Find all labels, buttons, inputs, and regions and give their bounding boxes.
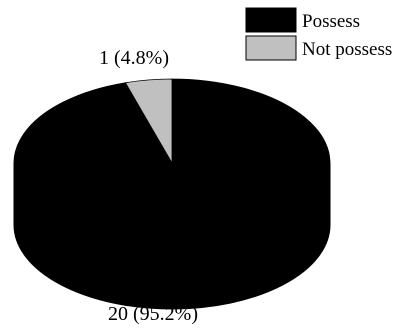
data-labels-group: 20 (95.2%) 1 (4.8%) xyxy=(99,47,198,325)
legend-label-possess: Possess xyxy=(302,11,360,32)
data-label-not-possess: 1 (4.8%) xyxy=(99,47,169,69)
pie-slice-not-possess xyxy=(124,78,173,165)
legend-swatch-possess xyxy=(245,7,297,33)
pie-top-group xyxy=(13,78,331,248)
legend-label-not-possess: Not possess xyxy=(302,39,392,60)
data-label-possess: 20 (95.2%) xyxy=(108,303,198,325)
legend: Possess Not possess xyxy=(245,7,392,61)
legend-swatch-not-possess xyxy=(245,35,297,61)
